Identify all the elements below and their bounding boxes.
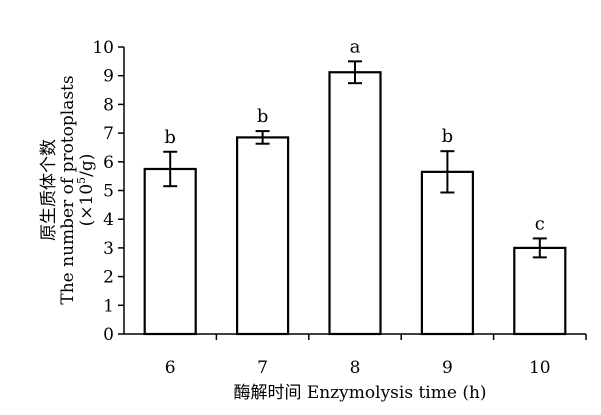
y-tick-label: 4 [103, 210, 114, 230]
significance-label: a [350, 36, 361, 57]
significance-label: b [442, 126, 454, 147]
error-bars [163, 60, 547, 259]
y-tick-label: 0 [103, 325, 114, 345]
y-tick-label: 7 [103, 124, 114, 144]
y-ticks: 0 1 2 3 4 5 6 7 8 9 10 [92, 38, 124, 345]
x-tick-label: 7 [257, 358, 268, 378]
x-tick-label: 6 [165, 358, 176, 378]
x-ticks: 6 7 8 9 10 [165, 334, 587, 378]
y-axis-unit-superscript: 5 [75, 177, 88, 184]
significance-label: c [535, 213, 545, 234]
x-tick-label: 8 [350, 358, 361, 378]
y-axis-unit-prefix: (×10 [77, 184, 97, 227]
bar [420, 170, 474, 336]
y-tick-label: 10 [92, 38, 114, 58]
x-axis-title: 酶解时间 Enzymolysis time (h) [233, 383, 486, 403]
y-tick-label: 1 [103, 296, 114, 316]
bar [328, 71, 382, 336]
bar [236, 136, 290, 336]
y-tick-label: 2 [103, 268, 114, 288]
y-axis-title-line2: The number of protoplasts [58, 75, 78, 304]
significance-labels: b b a b c [164, 36, 544, 234]
y-axis-title: 原生质体个数 The number of protoplasts (×105/g… [39, 75, 97, 304]
y-axis-title-line1: 原生质体个数 [39, 139, 59, 241]
y-axis-title-line3: (×105/g) [75, 154, 97, 227]
y-tick-label: 3 [103, 239, 114, 259]
y-tick-label: 5 [103, 182, 114, 202]
y-tick-label: 6 [103, 153, 114, 173]
significance-label: b [164, 127, 176, 148]
bar [143, 167, 197, 336]
bar [513, 246, 567, 336]
bars [143, 71, 567, 336]
x-tick-label: 9 [442, 358, 453, 378]
y-tick-label: 9 [103, 67, 114, 87]
y-tick-label: 8 [103, 95, 114, 115]
y-axis-unit-suffix: /g) [77, 154, 97, 177]
significance-label: b [257, 106, 269, 127]
x-tick-label: 10 [529, 358, 551, 378]
